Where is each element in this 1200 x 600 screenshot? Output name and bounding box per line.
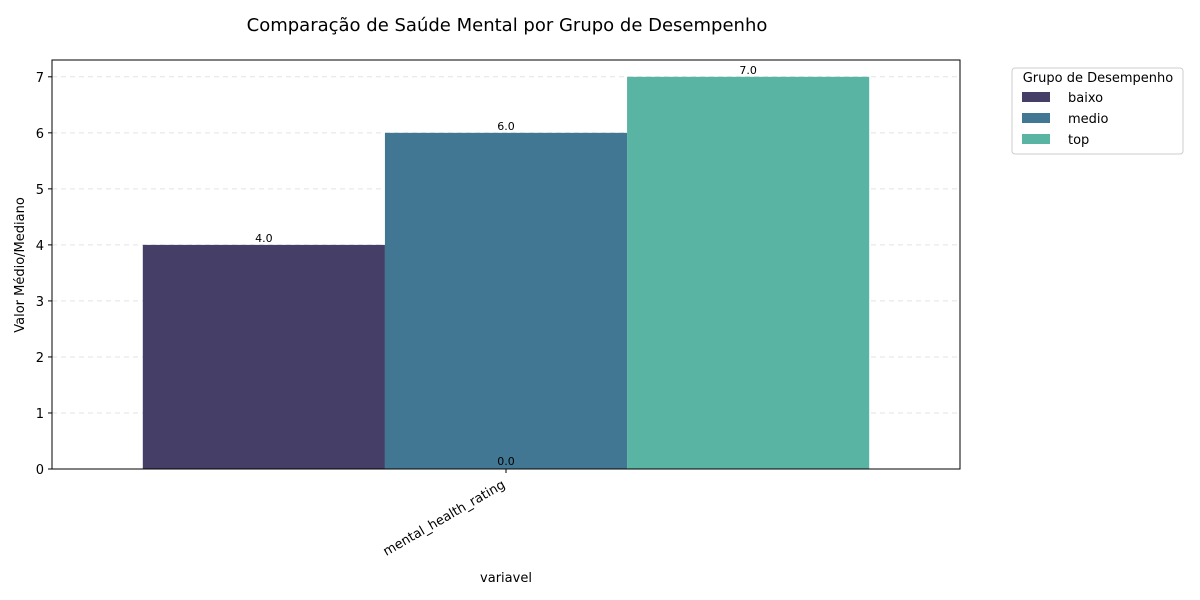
y-tick-label: 2 bbox=[36, 351, 44, 366]
y-tick-label: 7 bbox=[36, 71, 44, 86]
bar-value-label-medio: 6.0 bbox=[497, 120, 515, 133]
y-tick-label: 6 bbox=[36, 127, 44, 142]
bar-medio bbox=[384, 132, 628, 469]
legend-box bbox=[1011, 67, 1184, 155]
legend-swatch-medio bbox=[1022, 113, 1050, 123]
legend-label-medio: medio bbox=[1068, 112, 1109, 127]
y-tick-label: 4 bbox=[36, 239, 44, 254]
y-axis-ticks: 0 1 2 3 4 5 6 7 bbox=[36, 71, 52, 478]
data-labels-group: 4.0 6.0 7.0 0.0 bbox=[255, 64, 757, 468]
legend-swatch-baixo bbox=[1022, 92, 1050, 102]
y-axis-label: Valor Médio/Mediano bbox=[13, 197, 28, 333]
zero-value-label: 0.0 bbox=[497, 455, 515, 468]
y-tick-label: 1 bbox=[36, 407, 44, 422]
legend: Grupo de Desempenho baixo medio top bbox=[1011, 67, 1184, 155]
chart-title: Comparação de Saúde Mental por Grupo de … bbox=[247, 15, 768, 36]
bar-value-label-baixo: 4.0 bbox=[255, 232, 273, 245]
bar-baixo bbox=[142, 244, 385, 469]
x-axis-ticks: mental_health_rating bbox=[381, 469, 508, 560]
legend-label-baixo: baixo bbox=[1068, 91, 1103, 106]
y-tick-label: 5 bbox=[36, 183, 44, 198]
y-tick-label: 3 bbox=[36, 295, 44, 310]
bar-top bbox=[627, 76, 870, 469]
y-tick-label: 0 bbox=[36, 463, 44, 478]
legend-title: Grupo de Desempenho bbox=[1023, 71, 1174, 86]
x-axis-label: variavel bbox=[480, 571, 532, 586]
x-tick-label: mental_health_rating bbox=[381, 477, 508, 559]
legend-label-top: top bbox=[1068, 133, 1089, 148]
bars-group bbox=[142, 76, 870, 469]
bar-value-label-top: 7.0 bbox=[739, 64, 757, 77]
legend-swatch-top bbox=[1022, 134, 1050, 144]
